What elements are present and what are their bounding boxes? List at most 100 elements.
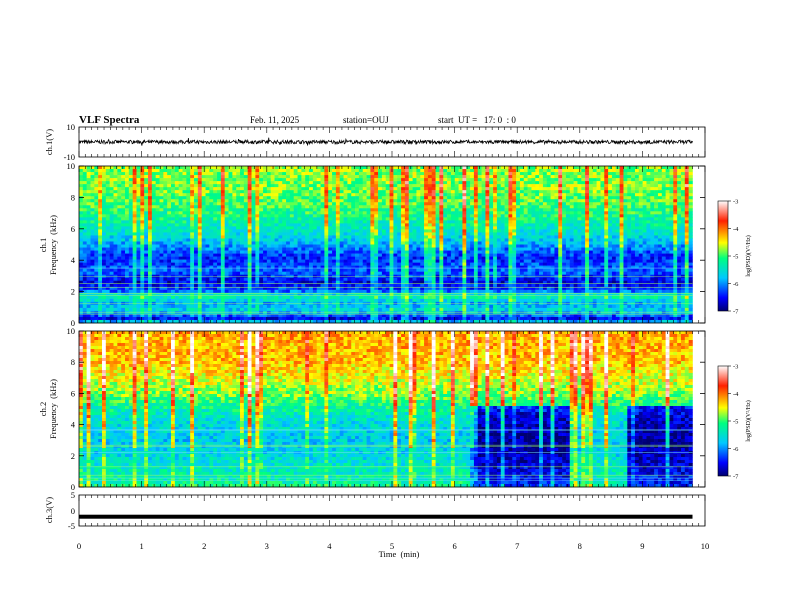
spectrogram-cell: [220, 265, 225, 269]
spectrogram-cell: [362, 283, 367, 288]
spectrogram-cell: [293, 313, 298, 318]
spectrogram-cell: [412, 226, 417, 230]
spectrogram-cell: [347, 319, 352, 324]
spectrogram-cell: [420, 187, 425, 191]
spectrogram-cell: [82, 307, 87, 312]
spectrogram-cell: [374, 319, 379, 324]
spectrogram-cell: [159, 268, 164, 272]
spectrogram-cell: [201, 244, 206, 248]
spectrogram-cell: [182, 307, 187, 312]
spectrogram-cell: [397, 193, 402, 197]
spectrogram-cell: [312, 313, 318, 318]
spectrogram-cell: [220, 238, 225, 242]
spectrogram-cell: [140, 220, 145, 224]
spectrogram-cell: [270, 286, 275, 291]
spectrogram-cell: [412, 193, 417, 197]
spectrogram-cell: [144, 169, 149, 173]
spectrogram-cell: [289, 205, 295, 209]
spectrogram-cell: [358, 313, 364, 318]
spectrogram-cell: [79, 307, 84, 312]
spectrogram-cell: [113, 247, 118, 251]
spectrogram-cell: [255, 175, 260, 179]
spectrogram-cell: [427, 166, 433, 170]
spectrogram-cell: [105, 283, 110, 288]
spectrogram-cell: [113, 199, 118, 203]
spectrogram-cell: [297, 316, 302, 321]
spectrogram-cell: [362, 319, 367, 324]
spectrogram-cell: [358, 244, 364, 248]
spectrogram-cell: [224, 223, 229, 227]
spectrogram-cell: [136, 220, 141, 224]
spectrogram-cell: [194, 313, 199, 318]
spectrogram-cell: [132, 295, 137, 300]
spectrogram-cell: [324, 268, 329, 272]
spectrogram-cell: [174, 214, 179, 218]
spectrogram-cell: [339, 226, 344, 230]
spectrogram-cell: [374, 244, 379, 248]
spectrogram-cell: [316, 265, 321, 269]
spectrogram-cell: [297, 313, 302, 318]
spectrogram-cell: [182, 241, 187, 245]
spectrogram-cell: [190, 229, 195, 233]
spectrogram-cell: [209, 169, 214, 173]
spectrogram-cell: [105, 193, 110, 197]
spectrogram-cell: [385, 199, 390, 203]
spectrogram-cell: [312, 316, 318, 321]
spectrogram-cell: [217, 256, 222, 260]
spectrogram-cell: [289, 295, 295, 300]
spectrogram-cell: [374, 313, 379, 318]
spectrogram-cell: [408, 184, 413, 188]
spectrogram-cell: [190, 286, 195, 291]
spectrogram-cell: [301, 256, 306, 260]
spectrogram-cell: [439, 268, 444, 272]
spectrogram-cell: [366, 253, 371, 257]
spectrogram-cell: [259, 184, 264, 188]
spectrogram-cell: [404, 289, 410, 294]
spectrogram-cell: [102, 310, 107, 315]
spectrogram-cell: [136, 175, 141, 179]
spectrogram-cell: [217, 166, 222, 170]
spectrogram-cell: [197, 223, 202, 227]
spectrogram-cell: [324, 292, 329, 297]
spectrogram-cell: [282, 232, 287, 236]
spectrogram-cell: [255, 181, 260, 185]
spectrogram-cell: [220, 316, 225, 321]
spectrogram-cell: [266, 313, 272, 318]
spectrogram-cell: [113, 268, 118, 272]
spectrogram-cell: [443, 169, 448, 173]
spectrogram-cell: [312, 202, 318, 206]
spectrogram-cell: [335, 229, 341, 233]
spectrogram-cell: [389, 172, 394, 176]
spectrogram-cell: [289, 271, 295, 275]
spectrogram-cell: [435, 307, 440, 312]
spectrogram-cell: [240, 283, 245, 288]
spectrogram-cell: [217, 178, 222, 182]
spectrogram-cell: [439, 187, 444, 191]
spectrogram-cell: [171, 295, 176, 300]
spectrogram-cell: [151, 178, 156, 182]
spectrogram-cell: [343, 235, 348, 239]
spectrogram-cell: [286, 307, 291, 312]
spectrogram-cell: [374, 199, 379, 203]
spectrogram-cell: [151, 247, 156, 251]
spectrogram-cell: [190, 316, 195, 321]
spectrogram-cell: [121, 304, 126, 309]
spectrogram-cell: [362, 250, 367, 254]
spectrogram-cell: [255, 232, 260, 236]
spectrogram-cell: [393, 298, 398, 303]
spectrogram-cell: [439, 196, 444, 200]
ch1-waveform-panel: 10 -10 ch.1(V): [44, 122, 706, 162]
spectrogram-cell: [408, 199, 413, 203]
spectrogram-cell: [236, 310, 241, 315]
spectrogram-cell: [335, 220, 341, 224]
spectrogram-cell: [224, 226, 229, 230]
spectrogram-cell: [213, 202, 218, 206]
spectrogram-cell: [148, 187, 153, 191]
spectrogram-cell: [404, 298, 410, 303]
spectrogram-cell: [259, 247, 264, 251]
spectrogram-cell: [255, 289, 260, 294]
date-label: Feb. 11, 2025: [250, 115, 300, 125]
spectrogram-cell: [121, 247, 126, 251]
spectrogram-cell: [401, 184, 406, 188]
spectrogram-cell: [79, 190, 84, 194]
